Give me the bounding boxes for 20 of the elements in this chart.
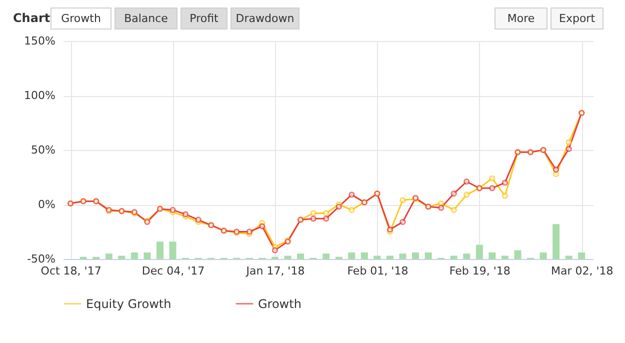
x-tick-label: Dec 04, '17 — [142, 264, 205, 278]
text: Balance — [124, 12, 168, 25]
x-tick-label: Oct 18, '17 — [40, 264, 102, 278]
text: Growth — [61, 12, 101, 25]
legend-label: Equity Growth — [86, 296, 172, 311]
chart-title: Chart — [13, 11, 50, 25]
text: Drawdown — [236, 12, 294, 25]
y-tick-label: 50% — [31, 144, 56, 156]
x-tick-label: Feb 19, '18 — [449, 264, 510, 278]
x-tick-label: Feb 01, '18 — [347, 264, 408, 278]
y-tick-label: -50% — [27, 252, 56, 266]
text: More — [507, 12, 535, 25]
y-tick-label: 0% — [38, 198, 56, 211]
y-tick-label: 150% — [24, 34, 56, 48]
x-tick-label: Mar 02, '18 — [550, 264, 614, 278]
x-tick-label: Jan 17, '18 — [245, 264, 305, 278]
text: Export — [558, 12, 596, 25]
text: Profit — [190, 12, 220, 25]
y-tick-label: 100% — [24, 89, 56, 102]
legend-label: Growth — [258, 296, 302, 311]
